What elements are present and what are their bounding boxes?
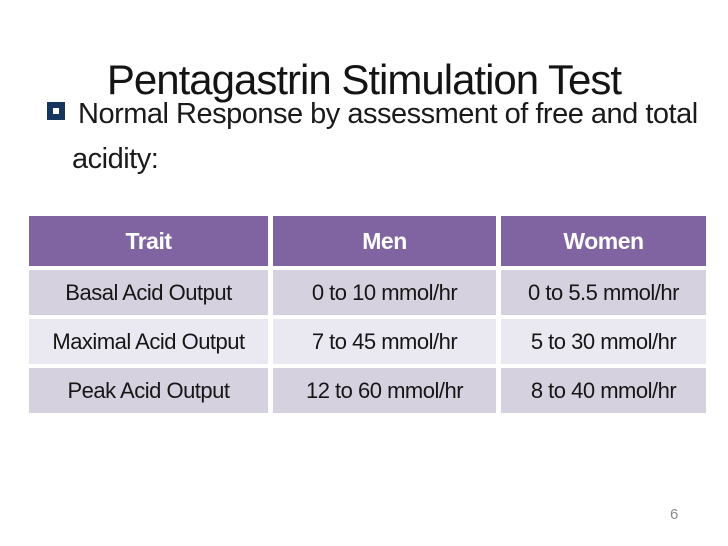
table-header-trait: Trait [29,216,268,266]
square-bullet-inner [53,108,59,114]
acid-output-table: Trait Men Women Basal Acid Output 0 to 1… [29,216,706,413]
square-bullet-icon [47,102,65,120]
table-header-women: Women [501,216,706,266]
table-cell-peak-trait: Peak Acid Output [29,368,268,413]
table-cell-maximal-men: 7 to 45 mmol/hr [273,319,496,364]
slide-title: Pentagastrin Stimulation Test [106,56,622,104]
table-cell-maximal-trait: Maximal Acid Output [29,319,268,364]
table-cell-basal-men: 0 to 10 mmol/hr [273,270,496,315]
bullet-item: Normal Response by assessment of free an… [0,92,700,182]
table-header-men: Men [273,216,496,266]
bullet-text: Normal Response by assessment of free an… [72,98,698,175]
table-cell-maximal-women: 5 to 30 mmol/hr [501,319,706,364]
table-cell-basal-trait: Basal Acid Output [29,270,268,315]
table-cell-peak-women: 8 to 40 mmol/hr [501,368,706,413]
table-cell-basal-women: 0 to 5.5 mmol/hr [501,270,706,315]
page-number: 6 [670,506,679,523]
table-cell-peak-men: 12 to 60 mmol/hr [273,368,496,413]
